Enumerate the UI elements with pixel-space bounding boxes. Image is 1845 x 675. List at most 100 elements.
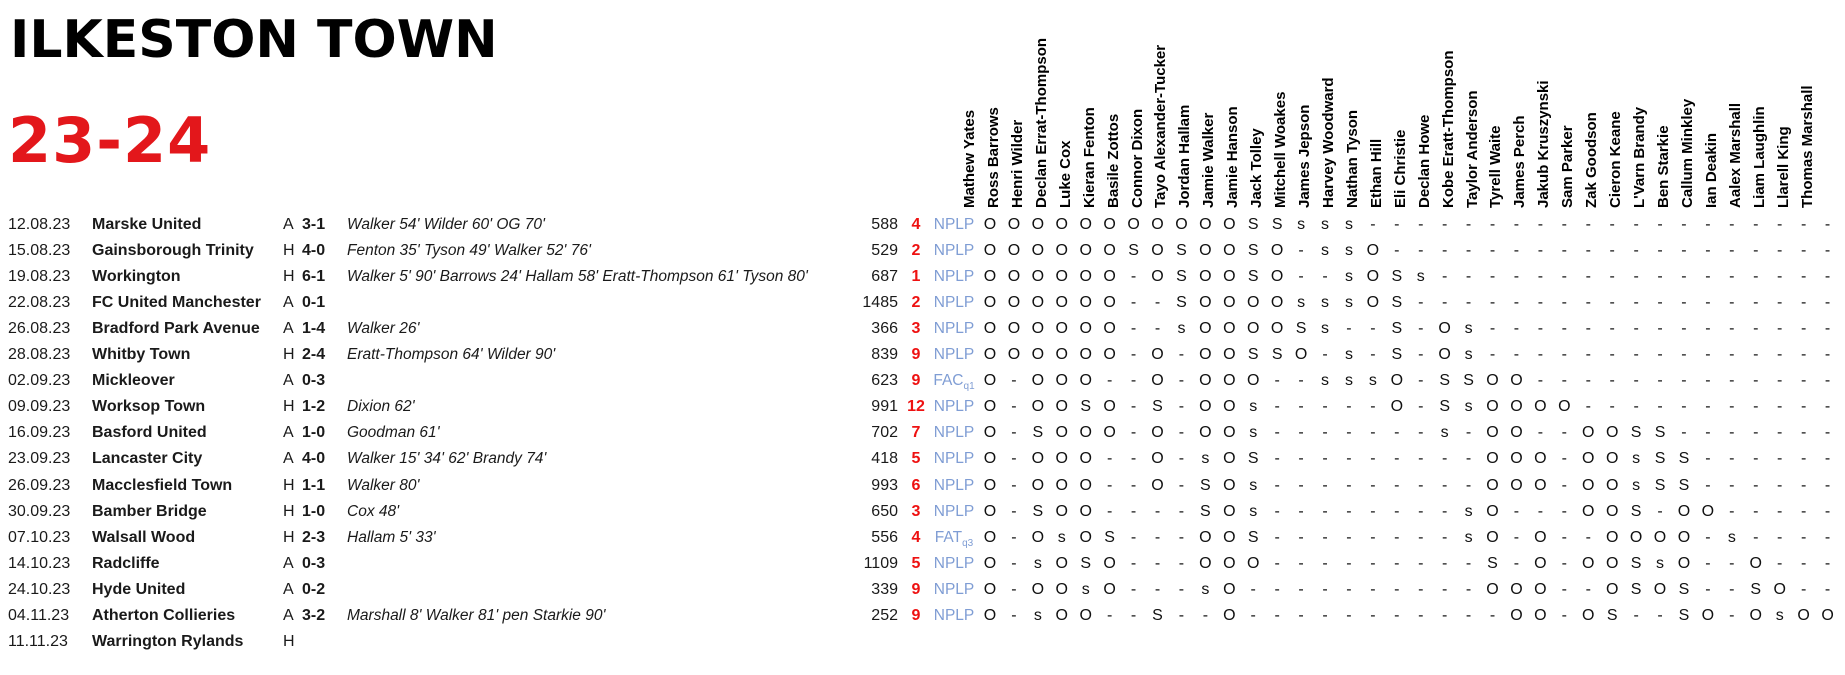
match-scorers: Hallam 5' 33' (347, 528, 436, 546)
match-score: 4-0 (302, 450, 326, 468)
appearance-cell: O (1797, 606, 1810, 624)
appearance-cell: s (1775, 606, 1784, 624)
appearance-cell: O (1079, 476, 1092, 494)
appearance-cell: O (1199, 268, 1212, 286)
appearance-cell: - (1130, 424, 1137, 442)
appearance-cell: S (1678, 476, 1690, 494)
appearance-cell: - (1633, 268, 1639, 286)
appearance-cell: - (1298, 528, 1304, 546)
appearance-cell: O (1223, 242, 1236, 260)
appearance-cell: - (1585, 294, 1591, 312)
match-venue: A (283, 554, 294, 572)
appearance-cell: - (1298, 580, 1304, 598)
match-opponent: Mickleover (92, 372, 175, 390)
appearance-cell: O (1653, 528, 1667, 546)
appearance-cell: - (1489, 320, 1496, 338)
appearance-cell: - (1441, 580, 1448, 598)
appearance-cell: - (1824, 216, 1831, 233)
match-date: 19.08.23 (8, 268, 71, 286)
appearance-cell: S (1630, 554, 1642, 572)
appearance-cell: - (1274, 554, 1280, 572)
appearance-cell: - (1777, 450, 1783, 468)
appearance-cell: - (1370, 424, 1376, 442)
appearance-cell: - (1298, 606, 1304, 624)
match-competition: NPLP (933, 424, 975, 442)
appearance-cell: O (1534, 476, 1547, 494)
appearance-cell: - (1537, 502, 1544, 520)
appearance-cell: S (1200, 476, 1211, 494)
match-attendance: 650 (871, 502, 898, 520)
appearance-cell: - (1346, 606, 1352, 624)
appearance-cell: O (1055, 216, 1068, 233)
appearance-cell: - (1561, 450, 1567, 468)
appearance-cell: - (1657, 242, 1663, 260)
appearance-cell: - (1681, 346, 1687, 364)
appearance-cell: O (1103, 580, 1116, 598)
appearance-cell: - (1753, 450, 1759, 468)
match-opponent: Worksop Town (92, 398, 206, 416)
appearance-cell: - (1633, 216, 1639, 233)
appearance-cell: O (1055, 606, 1068, 624)
match-score: 3-1 (302, 216, 326, 233)
match-score: 0-3 (302, 372, 326, 390)
appearance-cell: O (1223, 320, 1236, 338)
match-venue: A (283, 320, 294, 338)
appearance-cell: O (1079, 216, 1092, 233)
match-attendance: 839 (871, 346, 898, 364)
player-name: Llarell King (1774, 126, 1792, 208)
appearance-cell: S (1247, 242, 1259, 260)
match-opponent: Lancaster City (92, 450, 203, 468)
appearance-cell: - (1178, 502, 1185, 520)
appearance-cell: - (1561, 580, 1567, 598)
player-name: Jamie Hanson (1224, 106, 1242, 208)
match-date: 26.09.23 (8, 476, 71, 494)
appearance-cell: - (1130, 580, 1137, 598)
appearance-cell: O (1605, 580, 1619, 598)
appearance-cell: O (1223, 294, 1236, 312)
appearance-cell: - (1753, 528, 1759, 546)
appearance-cell: O (1223, 268, 1236, 286)
appearance-cell: - (1729, 268, 1735, 286)
appearance-cell: - (1657, 294, 1663, 312)
appearance-cell: - (1250, 606, 1256, 624)
appearance-cell: O (1223, 528, 1236, 546)
appearance-cell: O (1055, 346, 1068, 364)
appearance-cell: O (1534, 528, 1547, 546)
appearance-cell: - (1824, 424, 1831, 442)
player-name: Tyrell Waite (1487, 125, 1505, 208)
match-date: 12.08.23 (8, 216, 71, 233)
appearance-cell: - (1777, 216, 1783, 233)
match-stat-number: 4 (911, 528, 921, 546)
appearance-cell: - (1322, 580, 1328, 598)
appearance-cell: - (1705, 424, 1711, 442)
appearance-cell: O (1677, 502, 1691, 520)
match-row: 26.08.23 Bradford Park Avenue A 1-4 Walker 2… (0, 316, 1845, 342)
appearance-cell: - (1178, 580, 1185, 598)
appearance-cell: - (1513, 528, 1520, 546)
appearance-cell: - (1370, 606, 1376, 624)
match-date: 22.08.23 (8, 294, 71, 312)
appearance-cell: O (1223, 502, 1236, 520)
appearance-cell: - (1609, 398, 1615, 416)
appearance-cell: O (1486, 450, 1499, 468)
appearance-cell: S (1678, 606, 1690, 624)
appearance-cell: - (1800, 346, 1807, 364)
appearance-cell: O (1605, 476, 1619, 494)
player-name: James Perch (1511, 115, 1529, 208)
appearance-cell: - (1394, 424, 1400, 442)
appearance-cell: O (1605, 424, 1619, 442)
appearance-cell: O (1605, 554, 1619, 572)
appearance-cell: O (1223, 398, 1236, 416)
match-attendance (820, 629, 898, 655)
appearance-cell: - (1705, 372, 1711, 390)
player-name: Jack Tolley (1248, 128, 1266, 208)
match-scorers: Fenton 35' Tyson 49' Walker 52' 76' (347, 242, 591, 260)
appearance-cell: O (1055, 242, 1068, 260)
appearance-cell: O (1438, 346, 1451, 364)
appearance-cell: O (1390, 398, 1404, 416)
appearance-cell: s (1344, 242, 1353, 260)
appearance-cell: - (1130, 372, 1137, 390)
appearance-cell: O (1199, 528, 1212, 546)
match-venue: A (283, 580, 294, 598)
appearance-cell: O (1438, 320, 1451, 338)
